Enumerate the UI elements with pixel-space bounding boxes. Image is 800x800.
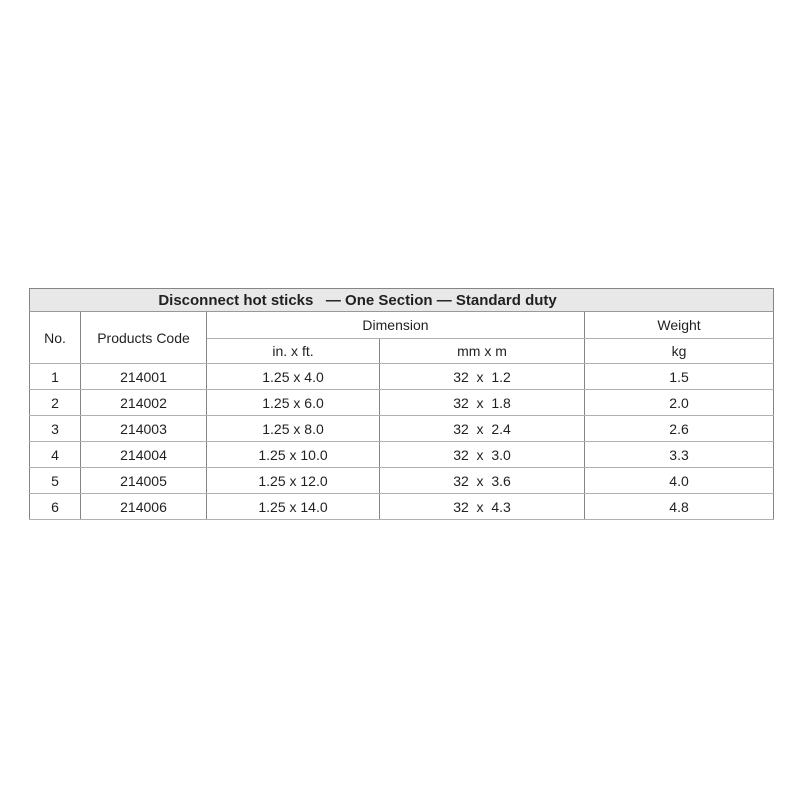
cell-dimension-in-ft: 1.25 x 14.0	[206, 493, 380, 520]
cell-products-code: 214001	[80, 363, 207, 390]
cell-no: 5	[29, 467, 81, 494]
cell-weight-kg: 4.8	[583, 493, 775, 520]
col-header-products-code: Products Code	[80, 311, 207, 364]
table-row: 6 214006 1.25 x 14.0 32 x 4.3 4.8	[29, 493, 775, 520]
table-title-row: Disconnect hot sticks — One Section — St…	[28, 288, 775, 312]
cell-dimension-mm-m: 32 x 1.2	[379, 363, 585, 390]
cell-dimension-in-ft: 1.25 x 8.0	[206, 415, 380, 442]
cell-dimension-mm-m: 32 x 1.8	[379, 389, 585, 416]
cell-no: 3	[29, 415, 81, 442]
cell-dimension-mm-m: 32 x 3.6	[379, 467, 585, 494]
table-title: Disconnect hot sticks — One Section — St…	[28, 288, 775, 312]
col-header-kg: kg	[583, 338, 775, 364]
cell-products-code: 214004	[80, 441, 207, 468]
col-header-no: No.	[29, 311, 81, 364]
cell-weight-kg: 2.0	[583, 389, 775, 416]
cell-dimension-mm-m: 32 x 3.0	[379, 441, 585, 468]
product-spec-table: Disconnect hot sticks — One Section — St…	[28, 288, 775, 520]
cell-no: 1	[29, 363, 81, 390]
col-header-weight: Weight	[583, 311, 775, 339]
cell-products-code: 214003	[80, 415, 207, 442]
cell-dimension-mm-m: 32 x 2.4	[379, 415, 585, 442]
cell-dimension-in-ft: 1.25 x 12.0	[206, 467, 380, 494]
cell-no: 6	[29, 493, 81, 520]
cell-dimension-mm-m: 32 x 4.3	[379, 493, 585, 520]
table-header-row-units: in. x ft. mm x m kg	[30, 338, 775, 364]
cell-products-code: 214002	[80, 389, 207, 416]
col-header-dimension: Dimension	[206, 311, 585, 339]
cell-dimension-in-ft: 1.25 x 4.0	[206, 363, 380, 390]
cell-dimension-in-ft: 1.25 x 10.0	[206, 441, 380, 468]
cell-products-code: 214006	[80, 493, 207, 520]
cell-weight-kg: 2.6	[583, 415, 775, 442]
cell-no: 4	[29, 441, 81, 468]
cell-no: 2	[29, 389, 81, 416]
table-row: 5 214005 1.25 x 12.0 32 x 3.6 4.0	[29, 467, 775, 494]
table-row: 3 214003 1.25 x 8.0 32 x 2.4 2.6	[29, 415, 775, 442]
table-row: 1 214001 1.25 x 4.0 32 x 1.2 1.5	[29, 363, 775, 390]
cell-weight-kg: 3.3	[583, 441, 775, 468]
cell-weight-kg: 1.5	[583, 363, 775, 390]
table-row: 2 214002 1.25 x 6.0 32 x 1.8 2.0	[29, 389, 775, 416]
cell-products-code: 214005	[80, 467, 207, 494]
cell-weight-kg: 4.0	[583, 467, 775, 494]
col-header-mm-m: mm x m	[379, 338, 585, 364]
cell-dimension-in-ft: 1.25 x 6.0	[206, 389, 380, 416]
table-header-row-top: No. Products Code Dimension Weight	[29, 311, 775, 364]
col-header-in-ft: in. x ft.	[206, 338, 380, 364]
table-row: 4 214004 1.25 x 10.0 32 x 3.0 3.3	[29, 441, 775, 468]
